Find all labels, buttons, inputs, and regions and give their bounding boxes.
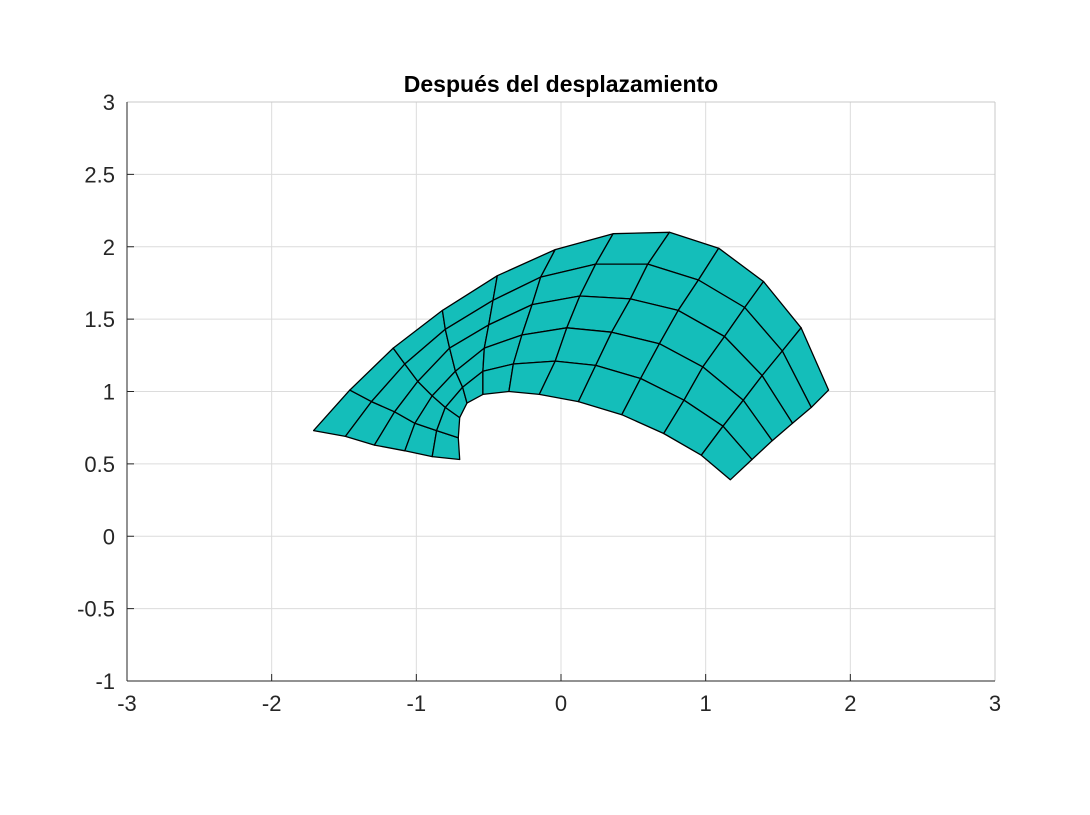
y-tick-label: -0.5 <box>77 597 115 622</box>
y-tick-labels: -1 -0.5 0 0.5 1 1.5 2 2.5 3 <box>77 90 115 694</box>
y-tick-label: -1 <box>95 669 115 694</box>
x-tick-label: 3 <box>989 691 1001 716</box>
x-tick-label: -2 <box>262 691 282 716</box>
x-tick-label: 0 <box>555 691 567 716</box>
x-tick-label: 1 <box>700 691 712 716</box>
mesh-element <box>700 425 753 481</box>
x-tick-label: -1 <box>407 691 427 716</box>
y-tick-label: 2.5 <box>84 162 115 187</box>
y-tick-label: 1.5 <box>84 307 115 332</box>
mesh <box>312 231 830 481</box>
axes <box>126 101 996 682</box>
x-tick-label: -3 <box>117 691 137 716</box>
x-tick-labels: -3 -2 -1 0 1 2 3 <box>117 691 1001 716</box>
x-tick-label: 2 <box>844 691 856 716</box>
y-tick-label: 2 <box>103 235 115 260</box>
y-tick-label: 1 <box>103 380 115 405</box>
y-tick-label: 0 <box>103 524 115 549</box>
y-tick-label: 0.5 <box>84 452 115 477</box>
chart-title: Después del desplazamiento <box>404 71 718 97</box>
y-tick-label: 3 <box>103 90 115 115</box>
